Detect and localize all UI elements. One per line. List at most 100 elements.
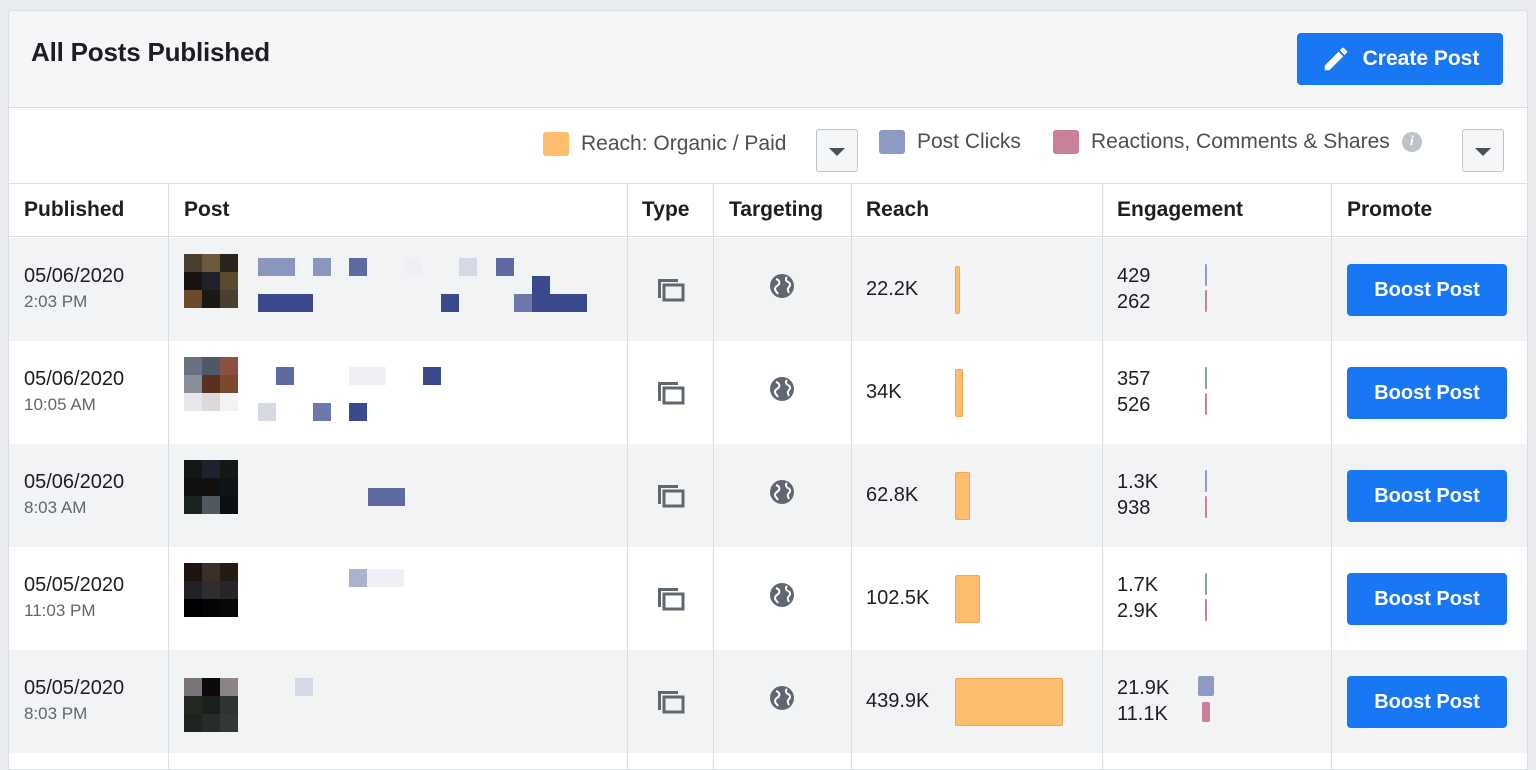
reactions-bar — [1205, 290, 1207, 312]
chart-legend: Reach: Organic / Paid Post Clicks Reacti… — [9, 108, 1527, 184]
post-preview[interactable] — [169, 547, 627, 650]
post-preview[interactable] — [169, 341, 627, 444]
reach-swatch — [543, 132, 569, 156]
table-row[interactable]: 05/06/2020 2:03 PM 22.2K 429 262 Boost P… — [9, 238, 1527, 341]
post-preview[interactable] — [169, 650, 627, 753]
table-row[interactable]: 05/05/2020 11:03 PM 102.5K 1.7K 2.9K Boo… — [9, 547, 1527, 650]
clicks-swatch — [879, 130, 905, 154]
legend-reach: Reach: Organic / Paid — [543, 132, 786, 156]
reach-dropdown[interactable] — [816, 129, 858, 172]
table-header: Published Post Type Targeting Reach Enga… — [9, 184, 1527, 237]
post-preview[interactable] — [169, 444, 627, 547]
published-date: 05/05/2020 — [24, 574, 125, 596]
table-row[interactable]: 05/06/2020 8:03 AM 62.8K 1.3K 938 Boost … — [9, 444, 1527, 547]
reactions-value: 262 — [1117, 291, 1151, 313]
col-post[interactable]: Post — [184, 198, 230, 221]
reactions-value: 11.1K — [1117, 703, 1168, 725]
reactions-bar — [1205, 393, 1207, 415]
post-thumbnail[interactable] — [184, 678, 238, 732]
boost-post-button[interactable]: Boost Post — [1347, 573, 1507, 625]
post-clicks-value: 429 — [1117, 265, 1151, 287]
column-divider — [851, 184, 852, 769]
reach-bar — [955, 678, 1063, 726]
reach-bar — [955, 575, 980, 623]
reactions-value: 526 — [1117, 394, 1151, 416]
published-date: 05/06/2020 — [24, 471, 125, 493]
reach-value: 62.8K — [866, 484, 919, 506]
chevron-down-icon — [1475, 148, 1491, 156]
reach-bar — [955, 369, 963, 417]
table-row[interactable]: 05/05/2020 8:03 PM 439.9K 21.9K 11.1K Bo… — [9, 650, 1527, 753]
post-thumbnail[interactable] — [184, 460, 238, 514]
col-targeting[interactable]: Targeting — [729, 198, 824, 221]
column-divider — [627, 184, 628, 769]
reactions-bar — [1205, 496, 1207, 518]
post-clicks-value: 21.9K — [1117, 677, 1170, 699]
col-published[interactable]: Published — [24, 198, 125, 221]
legend-engagement: Reactions, Comments & Shares i — [1053, 130, 1422, 154]
post-clicks-value: 357 — [1117, 368, 1151, 390]
globe-icon — [770, 686, 794, 710]
post-clicks-bar — [1198, 676, 1214, 696]
reach-bar — [955, 472, 970, 520]
col-type[interactable]: Type — [642, 198, 690, 221]
globe-icon — [770, 274, 794, 298]
reactions-value: 2.9K — [1117, 600, 1159, 622]
reach-value: 22.2K — [866, 278, 919, 300]
engagement-dropdown[interactable] — [1462, 129, 1504, 172]
panel-header: All Posts Published Create Post — [9, 11, 1527, 108]
posts-panel: All Posts Published Create Post Reach: O… — [8, 10, 1528, 770]
globe-icon — [770, 480, 794, 504]
published-date: 05/06/2020 — [24, 368, 125, 390]
multi-photo-icon — [658, 588, 685, 611]
reactions-value: 938 — [1117, 497, 1151, 519]
post-clicks-bar — [1205, 367, 1207, 389]
reach-bar — [955, 266, 960, 314]
legend-clicks-label: Post Clicks — [917, 130, 1021, 153]
col-promote[interactable]: Promote — [1347, 198, 1433, 221]
legend-reach-label: Reach: Organic / Paid — [581, 132, 787, 155]
column-divider — [713, 184, 714, 769]
multi-photo-icon — [658, 279, 685, 302]
post-clicks-value: 1.3K — [1117, 471, 1159, 493]
globe-icon — [770, 377, 794, 401]
create-post-label: Create Post — [1362, 47, 1480, 70]
post-thumbnail[interactable] — [184, 357, 238, 411]
globe-icon — [770, 583, 794, 607]
published-time: 8:03 AM — [24, 498, 87, 517]
col-engagement[interactable]: Engagement — [1117, 198, 1244, 221]
page-title: All Posts Published — [31, 37, 270, 67]
post-clicks-bar — [1205, 264, 1207, 286]
engagement-swatch — [1053, 130, 1079, 154]
table-row[interactable]: 05/06/2020 10:05 AM 34K 357 526 Boost Po… — [9, 341, 1527, 444]
info-icon[interactable]: i — [1401, 132, 1422, 152]
boost-post-button[interactable]: Boost Post — [1347, 676, 1507, 728]
post-preview[interactable] — [169, 238, 627, 341]
legend-engagement-label: Reactions, Comments & Shares — [1091, 130, 1390, 153]
boost-post-button[interactable]: Boost Post — [1347, 367, 1507, 419]
column-divider — [1331, 184, 1332, 769]
col-reach[interactable]: Reach — [866, 198, 930, 221]
create-post-button[interactable]: Create Post — [1297, 33, 1503, 85]
chevron-down-icon — [829, 148, 845, 156]
reach-value: 34K — [866, 381, 902, 403]
reach-value: 102.5K — [866, 587, 930, 609]
post-thumbnail[interactable] — [184, 254, 238, 308]
published-time: 2:03 PM — [24, 292, 88, 311]
legend-post-clicks: Post Clicks — [879, 130, 1021, 154]
post-clicks-bar — [1205, 470, 1207, 492]
boost-post-button[interactable]: Boost Post — [1347, 264, 1507, 316]
reactions-bar — [1202, 702, 1210, 722]
post-thumbnail[interactable] — [184, 563, 238, 617]
published-time: 11:03 PM — [24, 601, 96, 620]
pencil-icon — [1324, 47, 1347, 71]
published-time: 8:03 PM — [24, 704, 88, 723]
column-divider — [1102, 184, 1103, 769]
multi-photo-icon — [658, 691, 685, 714]
published-time: 10:05 AM — [24, 395, 96, 414]
boost-post-button[interactable]: Boost Post — [1347, 470, 1507, 522]
post-clicks-bar — [1205, 573, 1207, 595]
multi-photo-icon — [658, 485, 685, 508]
post-clicks-value: 1.7K — [1117, 574, 1159, 596]
published-date: 05/05/2020 — [24, 677, 125, 699]
